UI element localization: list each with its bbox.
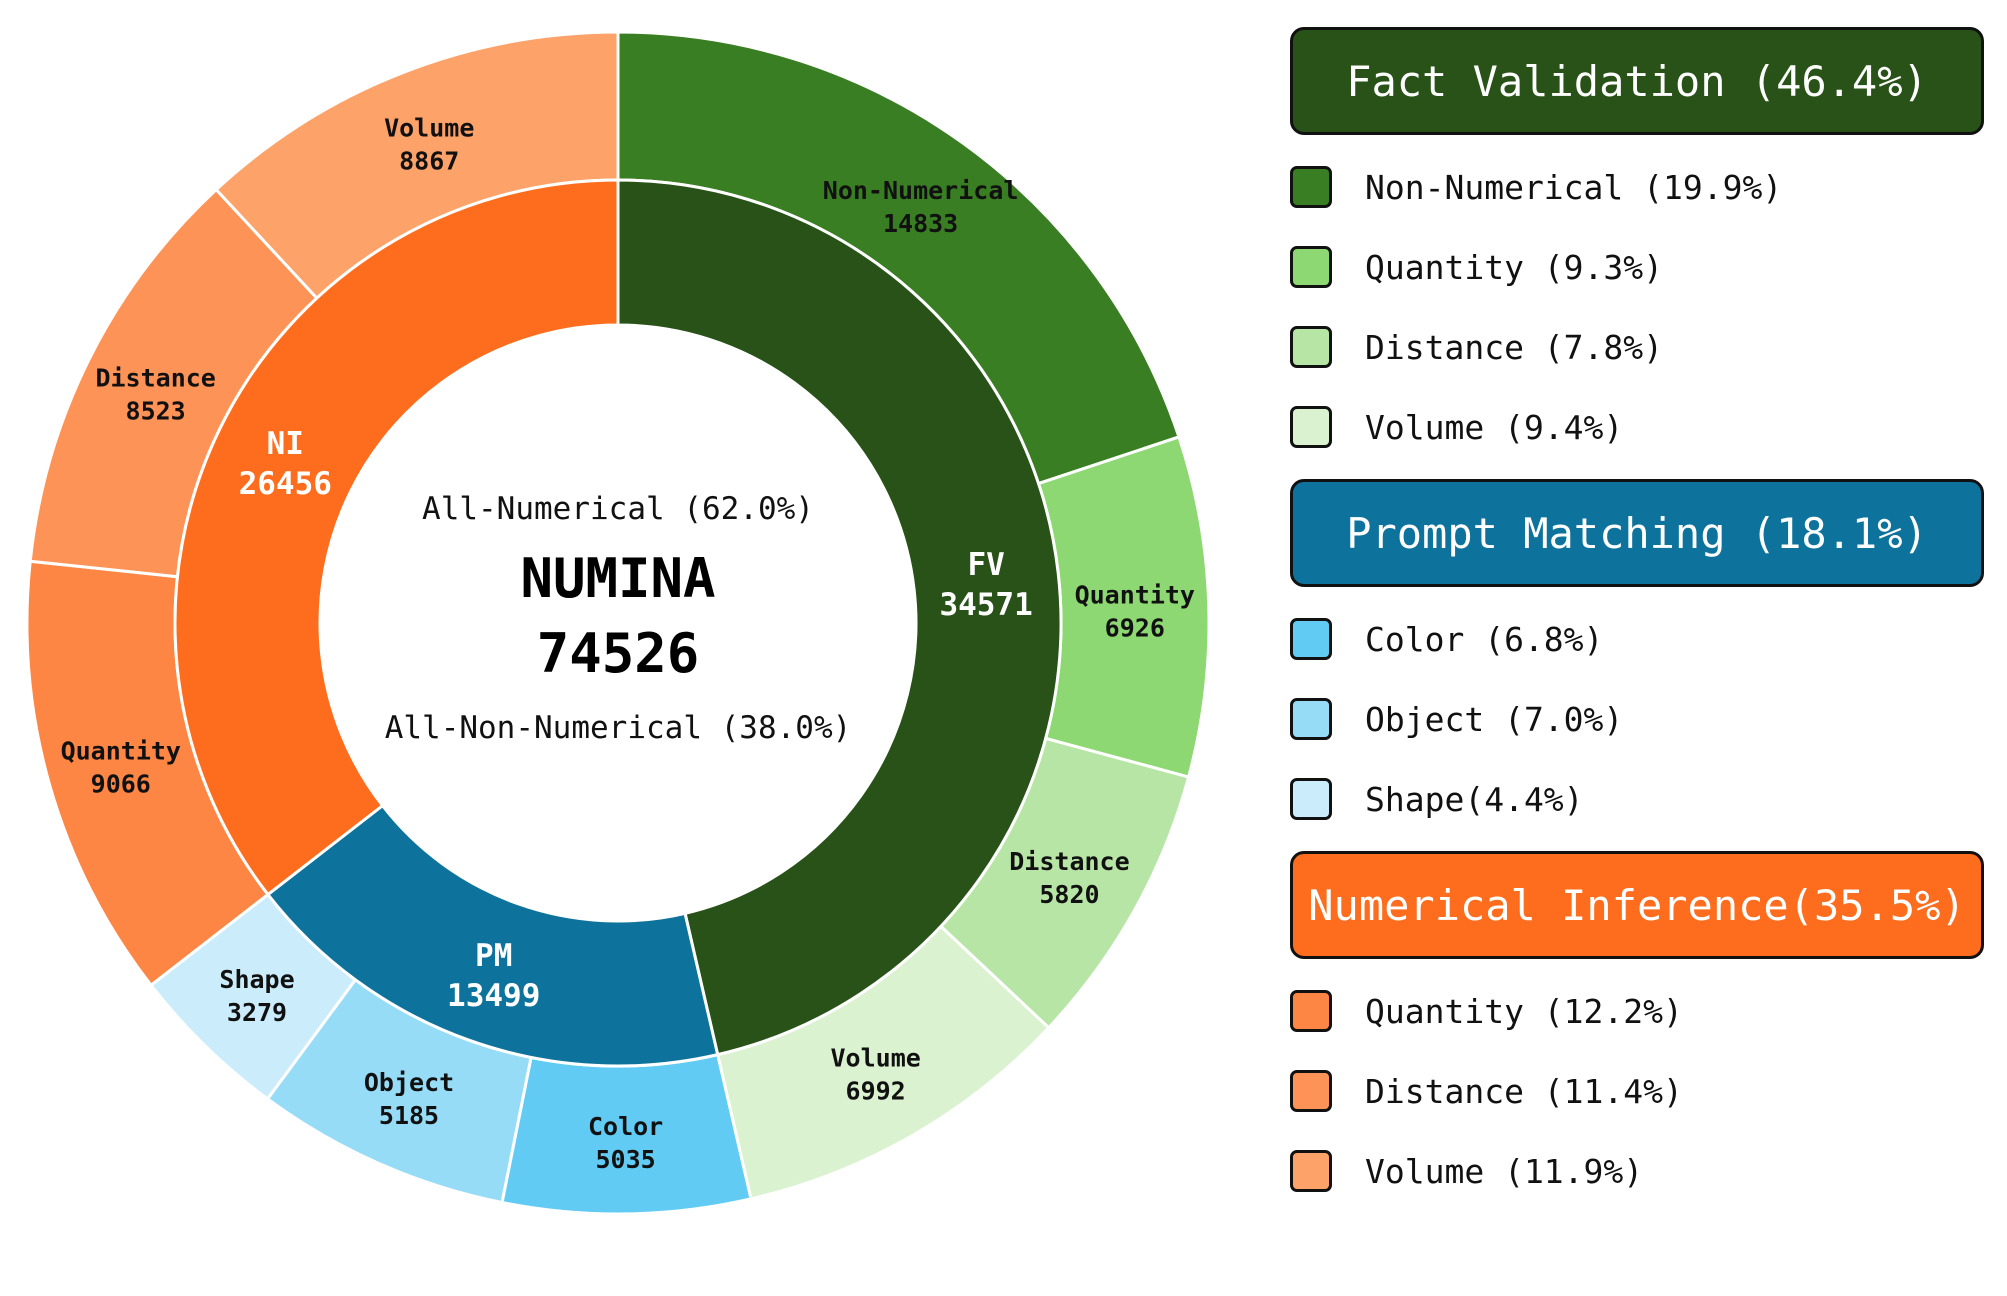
legend-swatch [1290, 698, 1332, 740]
center-bottom-text: All-Non-Numerical (38.0%) [385, 710, 852, 746]
legend-swatch [1290, 1150, 1332, 1192]
legend-group: Fact Validation (46.4%) Non-Numerical (19… [1290, 27, 1990, 467]
slice-label-value: 14833 [883, 209, 958, 238]
legend-item: Shape(4.4%) [1290, 759, 1990, 839]
outer-slice-label-fv-non-numerical: Non-Numerical 14833 [823, 176, 1019, 238]
slice-label-value: 6992 [846, 1076, 906, 1105]
legend-swatch [1290, 326, 1332, 368]
inner-slice-label-pm: PM 13499 [447, 938, 540, 1014]
legend-swatch [1290, 246, 1332, 288]
legend-item: Volume (9.4%) [1290, 387, 1990, 467]
outer-slice-label-ni-distance: Distance 8523 [95, 364, 215, 426]
outer-ring [25, 30, 1211, 1216]
slice-label-value: 8523 [126, 397, 186, 426]
slice-label-name: FV [967, 547, 1004, 583]
legend-item: Distance (11.4%) [1290, 1051, 1990, 1131]
legend-item: Volume (11.9%) [1290, 1131, 1990, 1211]
legend-swatch [1290, 618, 1332, 660]
legend-group: Numerical Inference(35.5%) Quantity (12.2… [1290, 851, 1990, 1211]
slice-label-value: 5820 [1039, 880, 1099, 909]
outer-slice-label-pm-color: Color 5035 [588, 1112, 663, 1174]
sunburst-chart: Non-Numerical 14833 Quantity 6926 Distance 58… [25, 30, 1211, 1216]
slice-label-value: 26456 [239, 466, 332, 502]
legend-group-header: Prompt Matching (18.1%) [1290, 479, 1984, 587]
slice-label-value: 9066 [91, 770, 151, 799]
center-top-text: All-Numerical (62.0%) [422, 491, 814, 527]
slice-label-name: Shape [219, 965, 294, 994]
legend-swatch [1290, 406, 1332, 448]
center-label: All-Numerical (62.0%) NUMINA 74526 All-N… [385, 491, 852, 746]
outer-slice-label-ni-volume: Volume 8867 [384, 114, 474, 176]
legend: Fact Validation (46.4%) Non-Numerical (19… [1290, 27, 1990, 1223]
legend-group: Prompt Matching (18.1%) Color (6.8%) Objec… [1290, 479, 1990, 839]
legend-group-header: Numerical Inference(35.5%) [1290, 851, 1984, 959]
slice-label-value: 8867 [399, 147, 459, 176]
slice-label-name: Distance [95, 364, 215, 393]
slice-label-name: Object [364, 1068, 454, 1097]
slice-label-name: Non-Numerical [823, 176, 1019, 205]
legend-item-label: Non-Numerical (19.9%) [1365, 167, 1783, 207]
slice-label-value: 5185 [379, 1101, 439, 1130]
legend-item-label: Quantity (12.2%) [1365, 991, 1683, 1031]
center-total: 74526 [537, 622, 700, 685]
slice-label-name: Volume [830, 1043, 920, 1072]
legend-item: Object (7.0%) [1290, 679, 1990, 759]
legend-item: Non-Numerical (19.9%) [1290, 147, 1990, 227]
inner-ring [173, 178, 1063, 1068]
outer-slice-label-pm-shape: Shape 3279 [219, 965, 294, 1027]
outer-slice-label-fv-quantity: Quantity 6926 [1075, 580, 1195, 642]
legend-item-label: Distance (7.8%) [1365, 327, 1664, 367]
slice-label-name: Quantity [1075, 580, 1195, 609]
legend-swatch [1290, 1070, 1332, 1112]
slice-label-value: 6926 [1105, 613, 1165, 642]
slice-label-name: Distance [1009, 847, 1129, 876]
legend-item-label: Color (6.8%) [1365, 619, 1604, 659]
slice-label-name: NI [267, 426, 304, 462]
slice-label-value: 3279 [227, 998, 287, 1027]
legend-item-label: Object (7.0%) [1365, 699, 1624, 739]
legend-item: Quantity (12.2%) [1290, 971, 1990, 1051]
inner-slice-ni [173, 178, 620, 897]
legend-item-label: Distance (11.4%) [1365, 1071, 1683, 1111]
legend-item-label: Volume (11.9%) [1365, 1151, 1644, 1191]
legend-swatch [1290, 778, 1332, 820]
slice-label-value: 34571 [939, 587, 1032, 623]
legend-group-header: Fact Validation (46.4%) [1290, 27, 1984, 135]
slice-label-name: Volume [384, 114, 474, 143]
inner-slice-fv [616, 178, 1063, 1057]
outer-slice-label-pm-object: Object 5185 [364, 1068, 454, 1130]
slice-labels: Non-Numerical 14833 Quantity 6926 Distance 58… [61, 114, 1195, 1174]
inner-slice-pm [265, 803, 720, 1068]
legend-swatch [1290, 990, 1332, 1032]
outer-slice-label-fv-distance: Distance 5820 [1009, 847, 1129, 909]
slice-label-value: 5035 [595, 1145, 655, 1174]
legend-item-label: Quantity (9.3%) [1365, 247, 1664, 287]
center-title: NUMINA [520, 547, 715, 610]
slice-label-name: Quantity [61, 737, 181, 766]
legend-item: Distance (7.8%) [1290, 307, 1990, 387]
slice-label-name: Color [588, 1112, 663, 1141]
slice-label-value: 13499 [447, 978, 540, 1014]
inner-slice-label-ni: NI 26456 [239, 426, 332, 502]
legend-swatch [1290, 166, 1332, 208]
outer-slice-label-fv-volume: Volume 6992 [830, 1043, 920, 1105]
legend-item: Color (6.8%) [1290, 599, 1990, 679]
inner-slice-label-fv: FV 34571 [939, 547, 1032, 623]
slice-label-name: PM [475, 938, 512, 974]
legend-item-label: Shape(4.4%) [1365, 779, 1584, 819]
legend-item: Quantity (9.3%) [1290, 227, 1990, 307]
outer-slice-label-ni-quantity: Quantity 9066 [61, 737, 181, 799]
legend-item-label: Volume (9.4%) [1365, 407, 1624, 447]
